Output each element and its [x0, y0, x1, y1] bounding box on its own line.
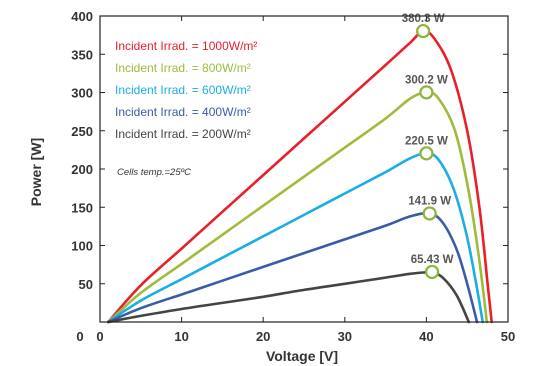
- series-line-1: [106, 90, 489, 324]
- x-tick-label: 10: [174, 329, 188, 344]
- series-line-2: [106, 151, 484, 324]
- y-tick-label: 200: [71, 162, 93, 177]
- y-axis-label: Power [W]: [28, 138, 44, 206]
- y-tick-label: 250: [71, 124, 93, 139]
- mpp-marker-0: [416, 23, 431, 39]
- axes-layer: 0 10 20 30 40 50 0 50 100 150 200 250 300 350 400: [71, 9, 515, 344]
- mpp-label-3: 141.9 W: [408, 195, 451, 207]
- y-tick-label: 150: [71, 200, 93, 215]
- legend-entry-0: Incident Irrad. = 1000W/m²: [115, 39, 257, 53]
- y-tick-label: 0: [76, 329, 83, 344]
- legend-entry-4: Incident Irrad. = 200W/m²: [115, 127, 251, 141]
- mpp-label-4: 65.43 W: [411, 254, 454, 266]
- x-tick-label: 20: [256, 329, 270, 344]
- mpp-marker-1: [419, 85, 434, 100]
- legend-entry-1: Incident Irrad. = 800W/m²: [115, 61, 251, 75]
- x-tick-label: 0: [96, 329, 103, 344]
- mpp-marker-layer: 380.3 W 300.2 W 220.5 W 141.9 W 65.43 W: [402, 13, 454, 280]
- series-line-4: [106, 270, 471, 324]
- mpp-marker-4: [425, 264, 440, 280]
- x-tick-label: 50: [501, 329, 515, 344]
- y-tick-label: 350: [71, 47, 93, 62]
- legend-entry-2: Incident Irrad. = 600W/m²: [115, 83, 251, 97]
- x-tick-label: 30: [338, 329, 352, 344]
- y-tick-label: 300: [71, 86, 93, 101]
- mpp-marker-3: [422, 206, 437, 221]
- x-tick-label: 40: [419, 329, 433, 344]
- cells-temp-note: Cells temp.=25ºC: [117, 167, 191, 178]
- y-tick-label: 400: [71, 9, 93, 24]
- mpp-label-0: 380.3 W: [402, 13, 445, 25]
- y-tick-label: 50: [79, 277, 93, 292]
- series-line-3: [106, 211, 479, 324]
- series-line-0: [106, 29, 493, 324]
- y-tick-label: 100: [71, 239, 93, 254]
- legend-entry-3: Incident Irrad. = 400W/m²: [115, 105, 251, 119]
- mpp-label-2: 220.5 W: [405, 135, 448, 147]
- series-layer: [106, 29, 493, 324]
- mpp-label-1: 300.2 W: [405, 74, 448, 86]
- x-axis-label: Voltage [V]: [266, 348, 338, 364]
- mpp-marker-2: [419, 146, 434, 161]
- legend: Incident Irrad. = 1000W/m² Incident Irrad…: [115, 39, 257, 141]
